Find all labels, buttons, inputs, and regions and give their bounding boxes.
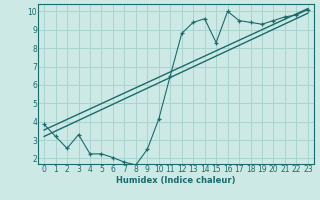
X-axis label: Humidex (Indice chaleur): Humidex (Indice chaleur) xyxy=(116,176,236,185)
